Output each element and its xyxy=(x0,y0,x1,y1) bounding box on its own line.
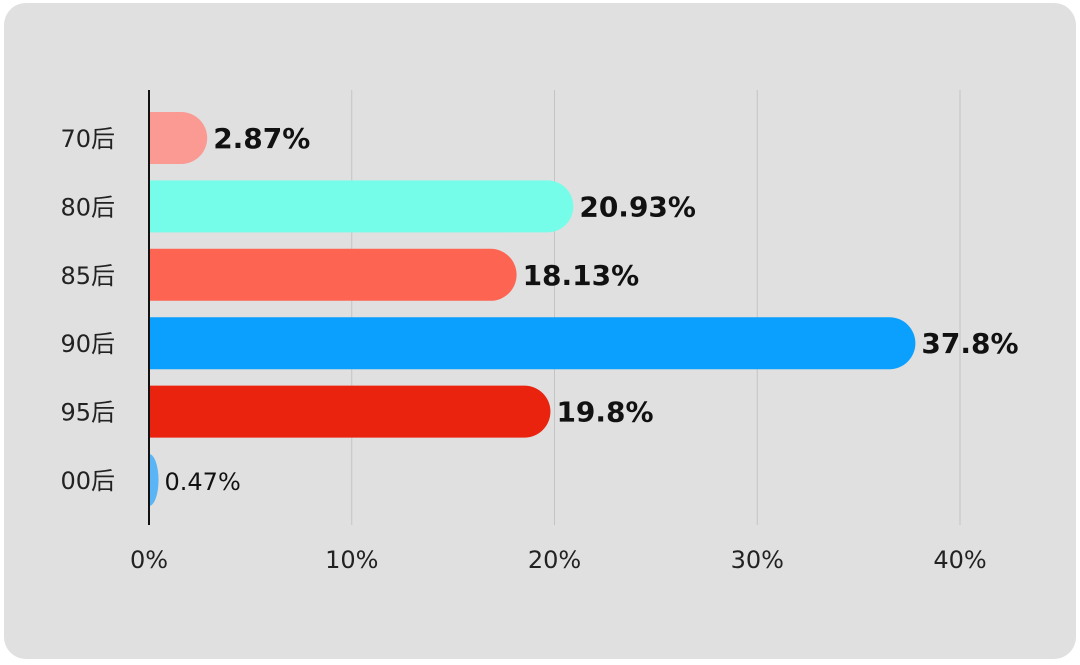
bar xyxy=(149,180,574,233)
category-label: 85后 xyxy=(60,262,115,290)
category-label: 80后 xyxy=(60,193,115,221)
category-label: 95后 xyxy=(60,399,115,427)
bar xyxy=(149,248,517,301)
x-tick-label: 0% xyxy=(130,546,168,574)
x-tick-label: 40% xyxy=(933,546,986,574)
category-label: 00后 xyxy=(60,467,115,495)
bar xyxy=(149,385,551,438)
category-label: 70后 xyxy=(60,125,115,153)
bar xyxy=(149,317,916,370)
value-label: 19.8% xyxy=(556,396,653,429)
x-tick-label: 30% xyxy=(731,546,784,574)
x-tick-label: 20% xyxy=(528,546,581,574)
bar xyxy=(149,454,159,506)
value-label: 2.87% xyxy=(213,122,310,155)
value-label: 0.47% xyxy=(165,468,241,496)
category-label: 90后 xyxy=(60,330,115,358)
x-tick-label: 10% xyxy=(325,546,378,574)
value-label: 37.8% xyxy=(921,327,1018,360)
value-label: 18.13% xyxy=(523,259,640,292)
bar xyxy=(149,112,208,164)
value-label: 20.93% xyxy=(579,190,696,223)
